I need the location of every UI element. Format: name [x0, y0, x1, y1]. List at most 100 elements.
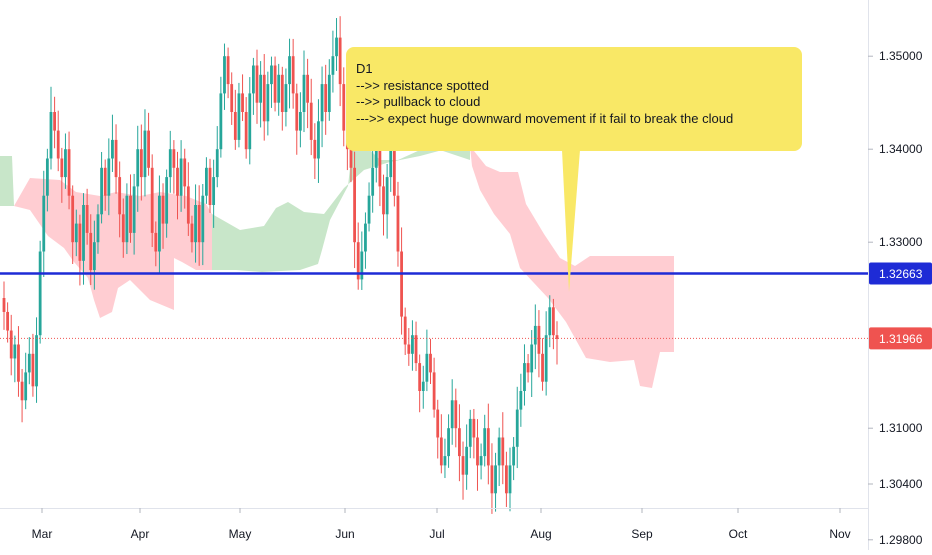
candle-body	[537, 325, 541, 354]
candle	[298, 92, 302, 148]
candle-body	[280, 74, 284, 112]
candle	[335, 18, 338, 71]
candle	[360, 231, 364, 290]
candle-body	[472, 418, 476, 438]
candle-body	[504, 465, 508, 494]
candle-body	[255, 65, 259, 103]
y-tick-label: 1.30400	[879, 477, 923, 491]
candle	[403, 307, 407, 355]
candle-body	[2, 298, 6, 312]
y-tick-label: 1.31000	[879, 421, 923, 435]
candle	[324, 64, 328, 135]
candle	[136, 125, 140, 212]
candle-body	[24, 372, 28, 401]
candle-body	[331, 56, 335, 75]
candle-body	[17, 344, 20, 382]
candle-body	[121, 214, 125, 243]
candle	[530, 330, 534, 397]
candle	[504, 451, 508, 507]
candle-body	[147, 130, 150, 168]
candle-body	[161, 195, 165, 224]
candle	[483, 414, 487, 467]
candle-body	[237, 93, 241, 140]
candle-body	[223, 56, 226, 94]
price-tag-bg	[869, 262, 932, 285]
candle	[443, 438, 447, 479]
candle-body	[544, 335, 548, 382]
candle-body	[418, 363, 422, 391]
candle-body	[136, 149, 140, 187]
candle	[418, 354, 422, 413]
x-tick-label: Aug	[530, 527, 551, 541]
candle	[555, 321, 559, 365]
candle	[71, 185, 75, 265]
candle	[364, 212, 367, 269]
candle-body	[9, 330, 13, 359]
candle-body	[450, 400, 454, 429]
candle	[468, 409, 472, 459]
x-tick-label: Jul	[429, 527, 444, 541]
candle-body	[71, 195, 75, 243]
candle-body	[230, 84, 234, 112]
candle-body	[64, 149, 67, 178]
candle-body	[523, 363, 526, 391]
candle	[226, 47, 230, 99]
annotation-note[interactable]: D1 -->> resistance spotted -->> pullback…	[346, 47, 802, 151]
candle-body	[139, 149, 143, 178]
candle	[497, 427, 501, 487]
annotation-line-4: --->> expect huge downward movement if i…	[356, 110, 734, 126]
candle-body	[356, 242, 360, 280]
x-tick-label: Sep	[631, 527, 653, 541]
candle	[179, 140, 183, 212]
candle	[56, 110, 60, 172]
candle-body	[327, 74, 331, 112]
candle	[114, 124, 118, 194]
candle-body	[288, 56, 291, 85]
candle	[331, 30, 335, 93]
candle-body	[215, 149, 219, 178]
x-tick-label: Nov	[829, 527, 850, 541]
price-lines	[0, 272, 868, 339]
candle-body	[483, 428, 487, 457]
candle	[60, 147, 64, 203]
candle	[186, 162, 190, 236]
candle-body	[374, 149, 378, 168]
candle-body	[226, 56, 230, 85]
candle-body	[353, 167, 356, 243]
candle	[219, 76, 223, 158]
candle	[118, 161, 122, 238]
candle-body	[74, 223, 78, 243]
candle-body	[349, 149, 353, 168]
y-tick-label: 1.33000	[879, 235, 923, 249]
candle	[92, 220, 96, 290]
candle	[165, 169, 169, 238]
candle-body	[45, 158, 49, 196]
candle-body	[291, 56, 295, 94]
candle	[523, 344, 526, 406]
candle	[425, 329, 429, 392]
candle	[20, 368, 24, 423]
candle	[24, 352, 28, 410]
candle-body	[259, 74, 263, 103]
candle	[35, 317, 38, 403]
candle	[302, 50, 306, 133]
candle-body	[548, 307, 552, 336]
cloud-bear-segment	[470, 146, 674, 388]
candle-body	[103, 167, 107, 196]
x-tick-label: Mar	[32, 527, 53, 541]
candle-body	[53, 112, 57, 131]
candle	[490, 443, 494, 514]
candle	[501, 412, 505, 485]
candle-body	[519, 391, 523, 410]
candle	[458, 404, 461, 482]
candle	[288, 38, 291, 109]
candle-body	[165, 177, 169, 224]
candle	[64, 133, 67, 189]
candle-body	[458, 428, 461, 457]
candle	[338, 16, 342, 107]
candle-body	[342, 84, 346, 131]
candle-body	[60, 158, 64, 178]
candle-body	[541, 353, 544, 382]
candle	[533, 304, 537, 370]
